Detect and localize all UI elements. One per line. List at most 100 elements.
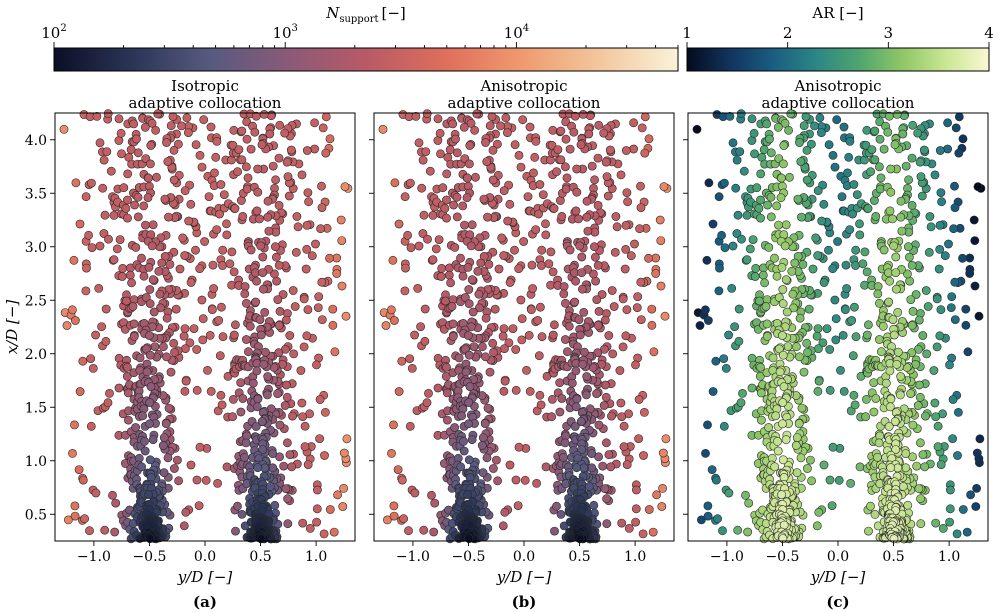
scatter-point	[430, 498, 440, 508]
scatter-point	[803, 347, 812, 357]
y-tick-label: 2.0	[25, 347, 47, 363]
scatter-point	[280, 128, 290, 138]
scatter-point	[78, 356, 88, 366]
colorbar-nsupport: Nsupport [−] 102 103 104	[41, 4, 679, 72]
scatter-point	[602, 519, 612, 529]
scatter-point	[284, 191, 294, 201]
scatter-point	[817, 128, 826, 137]
scatter-point	[87, 178, 96, 188]
scatter-point	[605, 145, 615, 155]
scatter-point	[766, 148, 776, 158]
panel-a-title-line1: Isotropic	[171, 77, 239, 95]
scatter-point	[161, 419, 171, 428]
scatter-point	[933, 421, 943, 431]
colorbar-nsupport-tick-label: 103	[272, 23, 297, 42]
scatter-point	[948, 434, 957, 443]
scatter-point	[869, 378, 879, 387]
scatter-point	[903, 500, 913, 510]
scatter-point	[84, 230, 93, 240]
scatter-point	[886, 164, 896, 174]
scatter-point	[241, 438, 251, 448]
scatter-point	[961, 304, 971, 314]
scatter-point	[630, 239, 639, 249]
scatter-point	[631, 504, 641, 514]
scatter-point	[241, 335, 251, 344]
scatter-point	[236, 407, 246, 417]
scatter-point	[837, 192, 847, 201]
y-tick-label: 2.5	[25, 293, 47, 309]
scatter-point	[926, 222, 936, 232]
scatter-point	[966, 490, 975, 500]
scatter-point	[200, 237, 209, 246]
scatter-point	[158, 441, 168, 450]
x-tick-label: 1.0	[305, 549, 327, 565]
panel-a-points	[59, 109, 353, 544]
scatter-point	[87, 243, 97, 252]
scatter-point	[400, 286, 410, 296]
scatter-point	[599, 401, 609, 410]
scatter-point	[100, 210, 110, 220]
scatter-point	[442, 415, 452, 425]
scatter-point	[229, 267, 239, 277]
scatter-point	[824, 140, 834, 150]
scatter-point	[499, 344, 509, 354]
scatter-point	[237, 510, 247, 519]
scatter-point	[861, 412, 870, 422]
scatter-point	[779, 141, 789, 150]
scatter-point	[444, 270, 454, 280]
scatter-point	[414, 138, 424, 148]
scatter-point	[410, 330, 419, 340]
scatter-point	[843, 168, 852, 178]
scatter-point	[765, 134, 774, 144]
scatter-point	[94, 283, 104, 293]
scatter-point	[479, 194, 489, 204]
scatter-point	[510, 140, 520, 150]
scatter-point	[162, 313, 172, 323]
scatter-point	[766, 212, 776, 222]
scatter-point	[245, 321, 255, 331]
scatter-point	[818, 338, 828, 348]
scatter-point	[140, 446, 150, 456]
scatter-point	[779, 159, 788, 169]
scatter-point	[795, 352, 804, 362]
scatter-point	[499, 324, 509, 333]
scatter-point	[701, 305, 710, 315]
scatter-point	[626, 251, 636, 261]
scatter-point	[416, 322, 425, 331]
scatter-point	[144, 262, 154, 272]
scatter-point	[168, 112, 178, 121]
scatter-point	[762, 119, 772, 129]
scatter-point	[589, 500, 599, 510]
scatter-point	[828, 264, 838, 273]
scatter-point	[259, 110, 269, 119]
scatter-point	[218, 245, 228, 255]
scatter-point	[109, 210, 119, 220]
scatter-point	[827, 501, 837, 510]
scatter-point	[278, 290, 288, 299]
scatter-point	[533, 315, 543, 325]
scatter-point	[788, 289, 798, 299]
scatter-point	[240, 452, 249, 462]
scatter-point	[735, 147, 745, 156]
colorbar-ar-tick-label: 3	[884, 24, 894, 42]
scatter-point	[452, 212, 462, 222]
scatter-point	[127, 278, 137, 288]
scatter-point	[830, 162, 840, 172]
scatter-point	[750, 149, 759, 159]
scatter-point	[519, 237, 528, 246]
scatter-point	[290, 302, 300, 311]
scatter-point	[811, 233, 821, 243]
scatter-point	[561, 298, 570, 308]
scatter-point	[141, 344, 151, 354]
scatter-point	[252, 402, 262, 412]
scatter-point	[175, 264, 185, 274]
scatter-point	[464, 455, 474, 465]
scatter-point	[571, 366, 581, 376]
scatter-point	[458, 271, 468, 281]
scatter-point	[904, 242, 913, 252]
scatter-point	[772, 271, 782, 281]
scatter-point	[462, 193, 472, 203]
scatter-point	[728, 138, 738, 148]
scatter-point	[467, 435, 477, 445]
scatter-point	[601, 392, 611, 402]
